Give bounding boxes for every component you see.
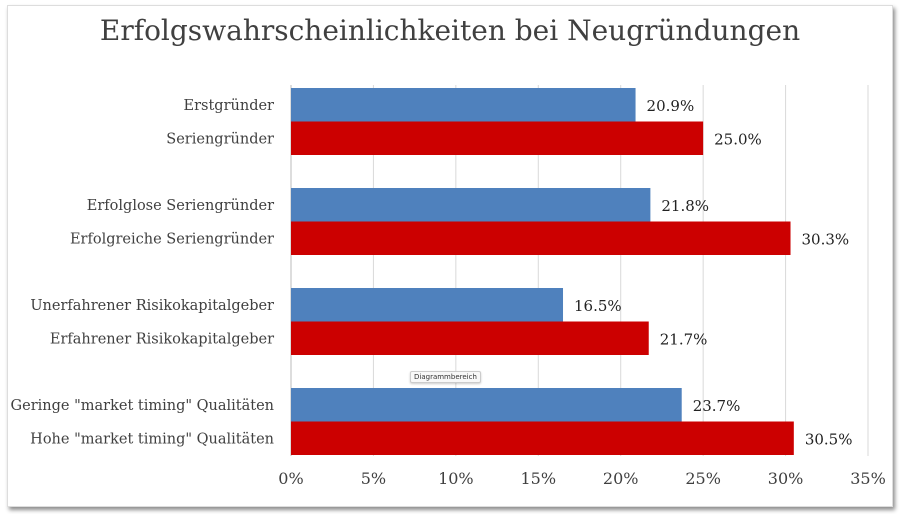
x-tick-label: 10% [438, 469, 474, 488]
x-tick-label: 15% [521, 469, 557, 488]
x-tick-label: 0% [278, 469, 303, 488]
bar-blue [291, 188, 651, 222]
category-label: Erfolglose Seriengründer [87, 198, 274, 214]
category-label: Unerfahrener Risikokapitalgeber [30, 298, 274, 314]
category-label: Erfolgreiche Seriengründer [70, 232, 274, 248]
x-tick-label: 20% [603, 469, 639, 488]
data-label: 16.5% [574, 297, 622, 315]
bar-red [291, 421, 794, 455]
bar-blue [291, 88, 636, 122]
category-label: Geringe "market timing" Qualitäten [11, 398, 274, 414]
category-label: Erstgründer [184, 98, 275, 114]
x-tick-label: 25% [685, 469, 721, 488]
x-tick-label: 35% [850, 469, 886, 488]
bar-red [291, 221, 791, 255]
chart-title: Erfolgswahrscheinlichkeiten bei Neugründ… [100, 14, 800, 47]
category-label: Erfahrener Risikokapitalgeber [50, 332, 274, 348]
category-label: Hohe "market timing" Qualitäten [30, 432, 274, 448]
data-label: 20.9% [647, 97, 695, 115]
bar-blue [291, 388, 682, 422]
bar-red [291, 321, 649, 355]
data-label: 30.5% [805, 431, 853, 449]
bar-red [291, 121, 704, 155]
data-label: 23.7% [693, 397, 741, 415]
data-label: 30.3% [802, 231, 850, 249]
data-label: 21.8% [661, 197, 709, 215]
category-label: Seriengründer [166, 132, 274, 148]
data-label: 25.0% [714, 131, 762, 149]
data-label: 21.7% [660, 331, 708, 349]
x-tick-label: 30% [768, 469, 804, 488]
x-tick-label: 5% [361, 469, 386, 488]
chart-area-tooltip: Diagrammbereich [410, 371, 481, 383]
bar-blue [291, 288, 564, 322]
